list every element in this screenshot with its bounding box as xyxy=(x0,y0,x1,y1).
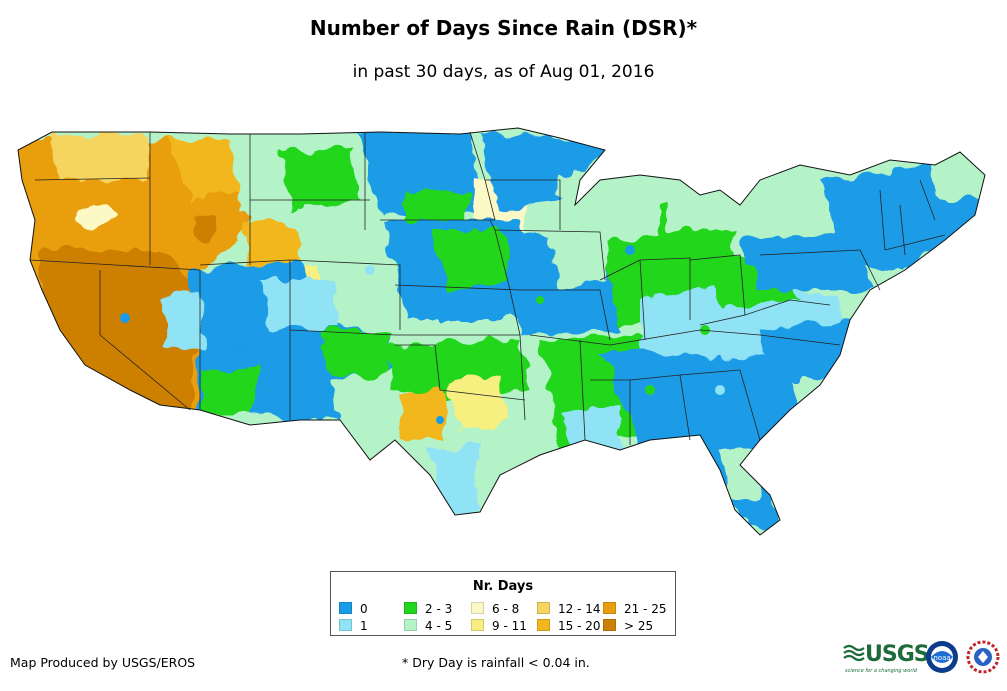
legend-label: > 25 xyxy=(624,619,654,633)
legend-swatch xyxy=(339,619,352,631)
legend-label: 15 - 20 xyxy=(558,619,601,633)
legend-swatch xyxy=(471,619,484,631)
legend-item-9-11: 9 - 11 xyxy=(471,619,527,633)
legend-item-0: 0 xyxy=(339,602,368,616)
map-title: Number of Days Since Rain (DSR)* xyxy=(309,16,698,40)
legend-item-6-8: 6 - 8 xyxy=(471,602,520,616)
legend-item-21-25: 21 - 25 xyxy=(603,602,667,616)
legend-swatch xyxy=(537,619,550,631)
legend-label: 0 xyxy=(360,602,368,616)
legend-label: 1 xyxy=(360,619,368,633)
legend-label: 9 - 11 xyxy=(492,619,527,633)
legend-item-2-3: 2 - 3 xyxy=(404,602,453,616)
legend-swatch xyxy=(404,619,417,631)
legend-swatch xyxy=(404,602,417,614)
legend-label: 21 - 25 xyxy=(624,602,667,616)
legend-label: 6 - 8 xyxy=(492,602,520,616)
nws-logo-icon xyxy=(966,640,1000,674)
dsr-map xyxy=(17,127,986,536)
legend-item-12-14: 12 - 14 xyxy=(537,602,601,616)
agency-logos: USGS science for a changing world noaa xyxy=(843,638,1003,678)
legend-swatch xyxy=(603,602,616,614)
usgs-wave-icon xyxy=(843,644,865,662)
noaa-logo-icon: noaa xyxy=(926,641,958,673)
producer-credit: Map Produced by USGS/EROS xyxy=(10,655,196,670)
legend-label: 12 - 14 xyxy=(558,602,601,616)
legend-item-15-20: 15 - 20 xyxy=(537,619,601,633)
usgs-logo: USGS xyxy=(865,642,930,667)
legend-swatch xyxy=(603,619,616,631)
legend-swatch xyxy=(471,602,484,614)
legend-item-1: 1 xyxy=(339,619,368,633)
noaa-logo-text: noaa xyxy=(933,654,950,662)
dry-day-footnote: * Dry Day is rainfall < 0.04 in. xyxy=(402,655,590,670)
legend-swatch xyxy=(339,602,352,614)
legend-swatch xyxy=(537,602,550,614)
map-legend: Nr. Days 0 1 2 - 3 4 - 5 6 - 8 9 - 11 12… xyxy=(330,571,676,636)
usgs-tagline: science for a changing world xyxy=(845,668,917,674)
legend-item-gt-25: > 25 xyxy=(603,619,654,633)
legend-label: 2 - 3 xyxy=(425,602,453,616)
legend-label: 4 - 5 xyxy=(425,619,453,633)
legend-title: Nr. Days xyxy=(472,579,534,594)
legend-item-4-5: 4 - 5 xyxy=(404,619,453,633)
map-subtitle: in past 30 days, as of Aug 01, 2016 xyxy=(352,62,655,82)
